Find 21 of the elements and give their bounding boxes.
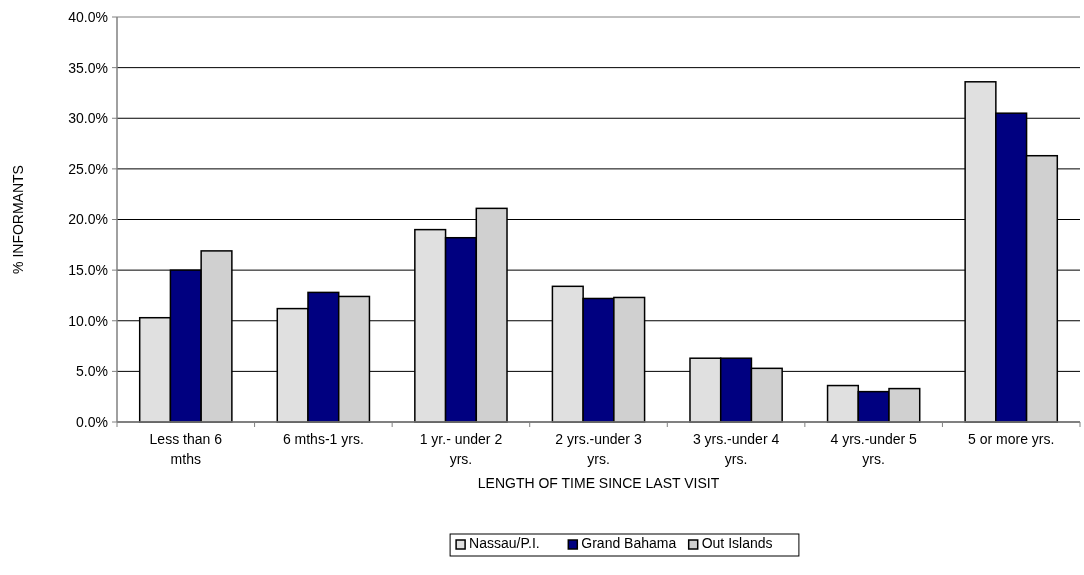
legend-label: Grand Bahama: [581, 535, 677, 551]
x-tick-label: 4 yrs.-under 5 yrs.: [830, 431, 918, 467]
y-tick-label: 30.0%: [68, 110, 108, 127]
y-tick-label: 35.0%: [68, 59, 108, 76]
y-tick-label: 15.0%: [68, 262, 108, 279]
x-tick-label: 1 yr.- under 2 yrs.: [419, 431, 503, 467]
x-tick-label: 3 yrs.-under 4 yrs.: [692, 431, 780, 467]
y-tick-label: 10.0%: [68, 312, 108, 329]
legend-label: Nassau/P.I.: [469, 535, 540, 551]
y-tick-label: 0.0%: [76, 413, 108, 430]
y-tick-label: 5.0%: [76, 363, 108, 380]
y-tick-label: 25.0%: [68, 160, 108, 177]
legend-label: Out Islands: [701, 535, 773, 551]
y-tick-label: 40.0%: [68, 8, 108, 25]
x-tick-label: Less than 6 mths: [149, 431, 223, 467]
x-axis-title: LENGTH OF TIME SINCE LAST VISIT: [477, 475, 720, 491]
y-axis-title: % INFORMANTS: [10, 165, 26, 274]
x-tick-label: 5 or more yrs.: [968, 431, 1055, 447]
y-tick-label: 20.0%: [68, 211, 108, 228]
x-tick-label: 2 yrs.-under 3 yrs.: [555, 431, 642, 467]
x-tick-label: 6 mths-1 yrs.: [282, 431, 364, 447]
